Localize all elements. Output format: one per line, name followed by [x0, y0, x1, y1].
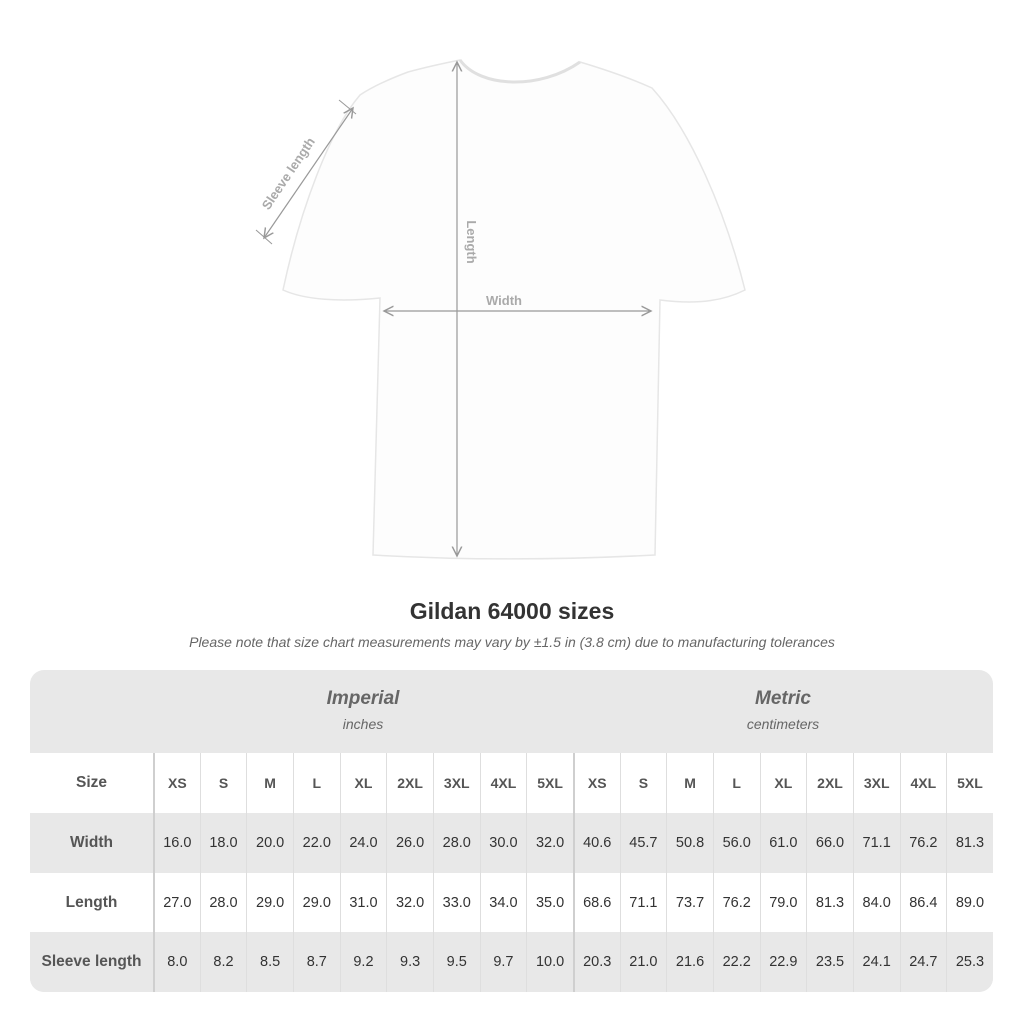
- size-header-cell: 2XL: [806, 753, 853, 813]
- size-header-cell: M: [246, 753, 293, 813]
- sleeve-arrow: [264, 108, 353, 238]
- value-cell: 71.1: [852, 813, 900, 873]
- value-cell: 86.4: [899, 873, 947, 932]
- length-label: Length: [464, 220, 479, 263]
- value-cell: 32.0: [386, 873, 433, 932]
- size-header-cell: S: [619, 753, 667, 813]
- size-header-cell: XL: [759, 753, 807, 813]
- value-cell: 28.0: [432, 813, 480, 873]
- row-label: Length: [65, 893, 118, 911]
- value-cell: 25.3: [946, 932, 993, 992]
- imperial-title: Imperial: [326, 688, 400, 709]
- value-cell: 79.0: [759, 873, 807, 932]
- value-cell: 10.0: [526, 932, 573, 992]
- value-cell: 26.0: [386, 813, 433, 873]
- value-cell: 8.5: [246, 932, 293, 992]
- size-header-cell: XS: [153, 753, 200, 813]
- size-header-cell: 3XL: [852, 753, 900, 813]
- value-cell: 27.0: [153, 873, 200, 932]
- value-cell: 29.0: [246, 873, 293, 932]
- value-cell: 56.0: [712, 813, 760, 873]
- value-cell: 18.0: [199, 813, 247, 873]
- value-cell: 45.7: [619, 813, 667, 873]
- value-cell: 76.2: [712, 873, 760, 932]
- value-cell: 81.3: [806, 873, 853, 932]
- value-cell: 66.0: [806, 813, 853, 873]
- size-header-cell: 4XL: [899, 753, 947, 813]
- value-cell: 28.0: [199, 873, 247, 932]
- imperial-unit: inches: [342, 716, 384, 732]
- value-cell: 29.0: [292, 873, 340, 932]
- size-header-cell: S: [199, 753, 247, 813]
- tolerance-note: Please note that size chart measurements…: [189, 634, 835, 650]
- value-cell: 20.3: [572, 932, 620, 992]
- value-cell: 32.0: [526, 813, 573, 873]
- size-header-cell: 5XL: [526, 753, 573, 813]
- value-cell: 8.2: [199, 932, 247, 992]
- value-cell: 8.7: [292, 932, 340, 992]
- value-cell: 24.0: [339, 813, 387, 873]
- value-cell: 16.0: [153, 813, 200, 873]
- value-cell: 23.5: [806, 932, 853, 992]
- metric-header: Metric centimeters: [573, 670, 993, 753]
- value-cell: 84.0: [852, 873, 900, 932]
- metric-unit: centimeters: [746, 716, 820, 732]
- value-cell: 33.0: [432, 873, 480, 932]
- value-cell: 30.0: [479, 813, 527, 873]
- value-cell: 81.3: [946, 813, 993, 873]
- table-row: Length 27.0 28.0 29.0 29.0 31.0 32.0 33.0 34.0 35…: [30, 873, 993, 932]
- value-cell: 21.6: [666, 932, 713, 992]
- value-cell: 35.0: [526, 873, 573, 932]
- size-header-cell: XL: [339, 753, 387, 813]
- size-header-row: Size XS S M L XL 2XL 3XL 4XL 5XL XS S M L XL 2XL 3XL 4XL 5…: [30, 753, 993, 813]
- size-header-cell: 2XL: [386, 753, 433, 813]
- size-table: Imperial inches Metric centimeters Size X…: [30, 670, 993, 992]
- value-cell: 31.0: [339, 873, 387, 932]
- tshirt-shape: [282, 59, 746, 560]
- width-label: Width: [486, 293, 522, 308]
- value-cell: 21.0: [619, 932, 667, 992]
- size-header-cell: 4XL: [479, 753, 527, 813]
- value-cell: 71.1: [619, 873, 667, 932]
- row-label: Sleeve length: [41, 953, 142, 970]
- value-cell: 22.2: [712, 932, 760, 992]
- tshirt-diagram: Sleeve length Length Width: [255, 59, 746, 560]
- value-cell: 9.2: [339, 932, 387, 992]
- value-cell: 20.0: [246, 813, 293, 873]
- value-cell: 76.2: [899, 813, 947, 873]
- size-header-cell: M: [666, 753, 713, 813]
- value-cell: 22.9: [759, 932, 807, 992]
- value-cell: 89.0: [946, 873, 993, 932]
- value-cell: 8.0: [153, 932, 200, 992]
- size-header-cell: 3XL: [432, 753, 480, 813]
- size-header-cell: L: [292, 753, 340, 813]
- table-row: Width 16.0 18.0 20.0 22.0 24.0 26.0 28.0 30.0 32.…: [30, 813, 993, 873]
- value-cell: 50.8: [666, 813, 713, 873]
- row-label: Size: [75, 774, 107, 791]
- row-label: Width: [70, 834, 113, 851]
- value-cell: 34.0: [479, 873, 527, 932]
- value-cell: 40.6: [572, 813, 620, 873]
- size-header-cell: XS: [572, 753, 620, 813]
- value-cell: 9.3: [386, 932, 433, 992]
- size-header-cell: 5XL: [946, 753, 993, 813]
- size-header-cell: L: [712, 753, 760, 813]
- value-cell: 24.7: [899, 932, 947, 992]
- value-cell: 61.0: [759, 813, 807, 873]
- value-cell: 22.0: [292, 813, 340, 873]
- chart-title: Gildan 64000 sizes: [409, 598, 615, 624]
- value-cell: 9.5: [432, 932, 480, 992]
- value-cell: 73.7: [666, 873, 713, 932]
- table-row: Sleeve length 8.0 8.2 8.5 8.7 9.2 9.3 9.5 9.7 10.…: [30, 932, 993, 992]
- value-cell: 68.6: [572, 873, 620, 932]
- imperial-header: Imperial inches: [153, 670, 573, 753]
- value-cell: 24.1: [852, 932, 900, 992]
- metric-title: Metric: [755, 688, 811, 709]
- value-cell: 9.7: [479, 932, 527, 992]
